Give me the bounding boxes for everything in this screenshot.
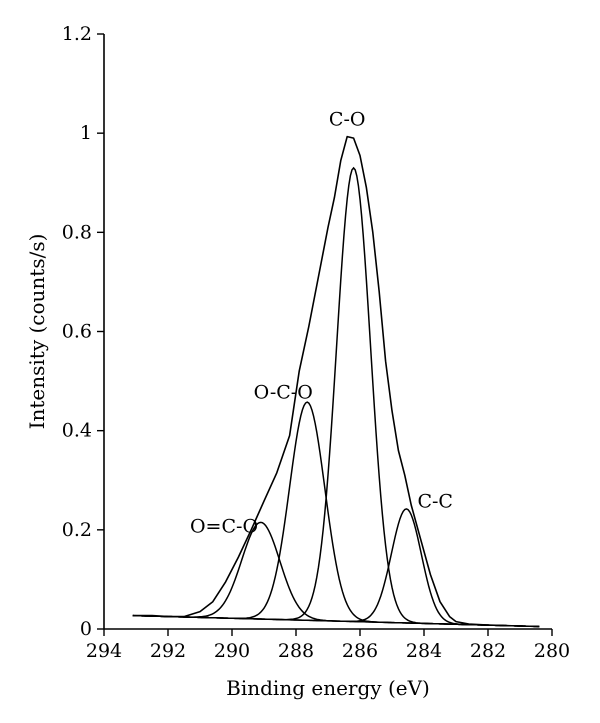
peak-label: C-C — [417, 491, 453, 513]
x-tick-label: 284 — [406, 640, 442, 662]
peak-label: O=C-O — [190, 515, 258, 537]
y-tick-label: 0.2 — [62, 519, 92, 541]
envelope-curve — [132, 135, 540, 628]
peak-curve-o-c-o — [132, 521, 540, 628]
x-tick-label: 286 — [342, 640, 378, 662]
x-tick-label: 292 — [150, 640, 186, 662]
peak-curve-c-o — [132, 166, 540, 628]
labels: C-O O-C-O O=C-O C-C — [190, 109, 453, 538]
x-tick-label: 280 — [534, 640, 570, 662]
y-tick-label: 0.6 — [62, 321, 92, 343]
curves — [132, 135, 540, 628]
peak-label: O-C-O — [254, 381, 313, 403]
x-tick-label: 290 — [214, 640, 250, 662]
y-tick-label: 1 — [80, 122, 92, 144]
peak-label: C-O — [329, 109, 366, 131]
y-tick-label: 0.8 — [62, 221, 92, 243]
y-tick-label: 0 — [80, 618, 92, 640]
x-tick-label: 294 — [86, 640, 122, 662]
y-axis-title: Intensity (counts/s) — [25, 234, 49, 430]
y-tick-label: 1.2 — [62, 23, 92, 45]
peak-curve-o-c-o — [132, 401, 540, 628]
axes: 0 0.2 0.4 0.6 0.8 1 1.2 294 292 290 288 286 284 282 28… — [62, 23, 570, 662]
x-axis-title: Binding energy (eV) — [226, 676, 430, 700]
peak-curve-c-c — [132, 508, 540, 628]
x-tick-label: 288 — [278, 640, 314, 662]
y-tick-label: 0.4 — [62, 420, 92, 442]
x-tick-label: 282 — [470, 640, 506, 662]
